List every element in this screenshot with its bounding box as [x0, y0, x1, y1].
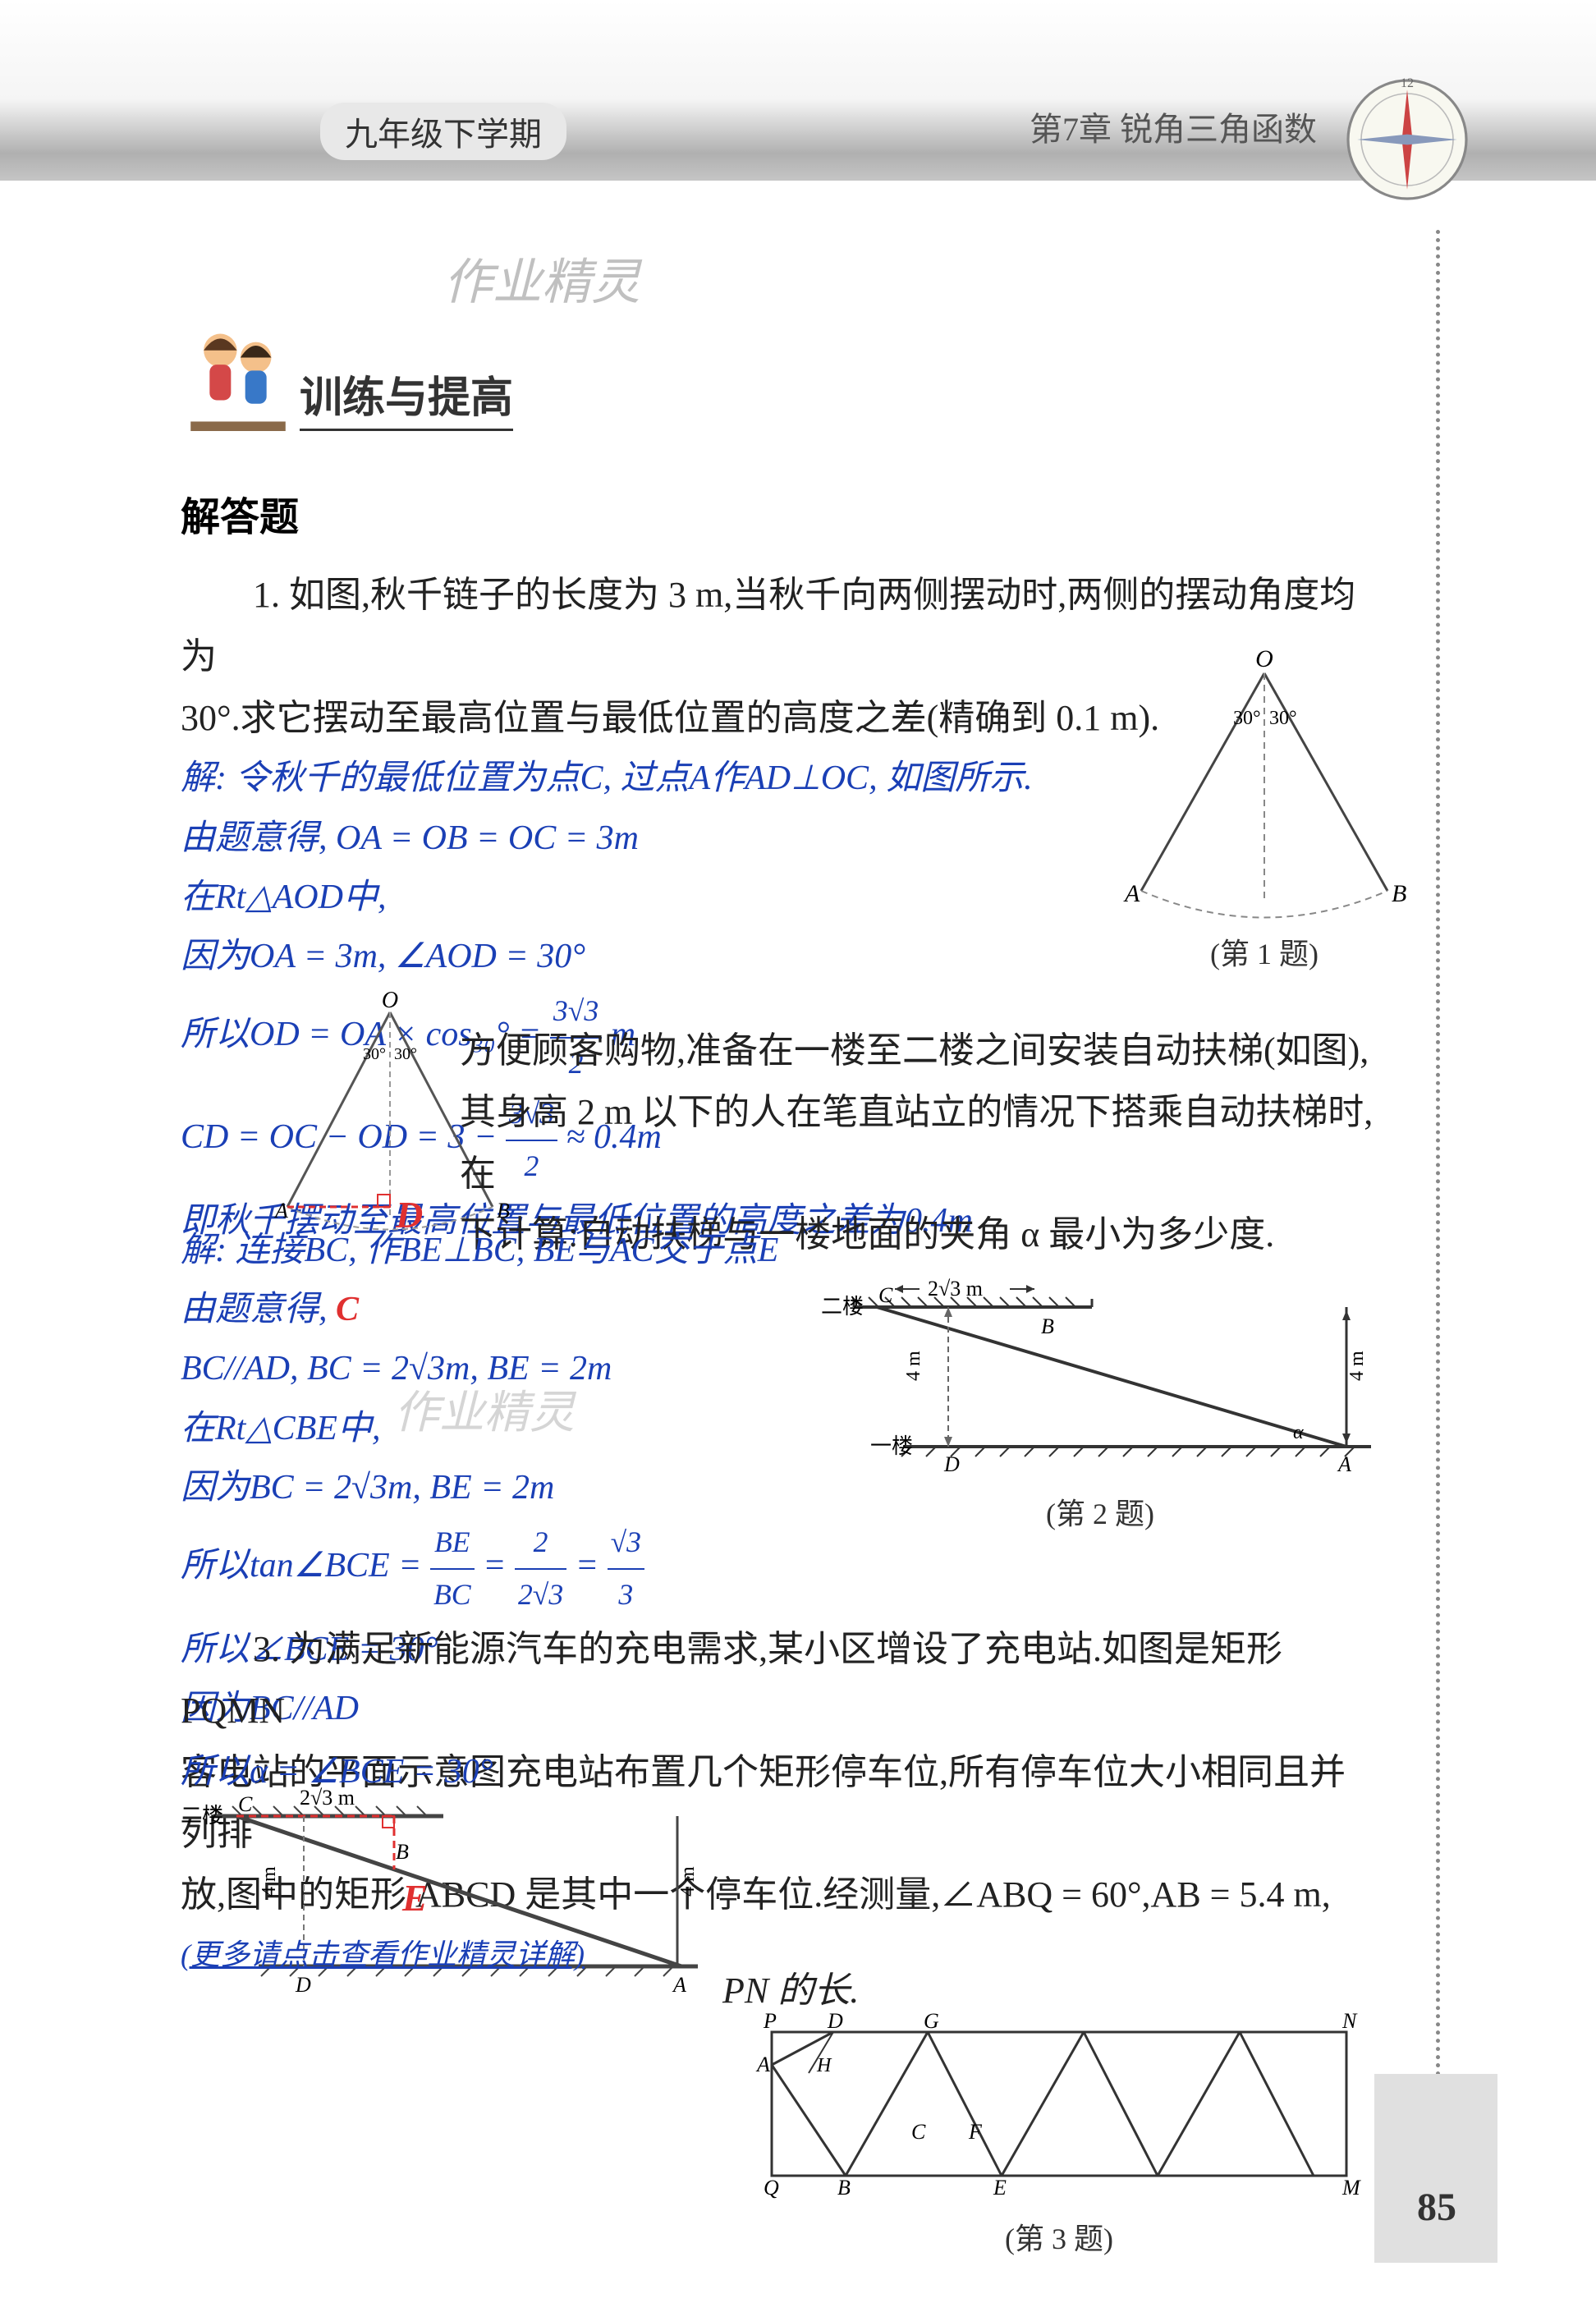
problem1-diagram: O 30° 30° A B (第 1 题) [1092, 649, 1437, 973]
dotted-divider [1436, 230, 1440, 2184]
more-link-text[interactable]: (更多请点击查看作业精灵详解) [181, 1938, 585, 1971]
svg-text:Q: Q [764, 2176, 779, 2200]
svg-text:二楼: 二楼 [181, 1804, 223, 1828]
page-number-bg [1374, 2074, 1497, 2263]
svg-text:P: P [763, 2009, 777, 2033]
fraction: BEBC [430, 1517, 475, 1620]
numerator: 2 [515, 1517, 566, 1569]
svg-text:α: α [1293, 1422, 1304, 1443]
equals: = [483, 1547, 515, 1585]
svg-text:D: D [943, 1452, 960, 1476]
svg-text:O: O [1255, 649, 1273, 672]
denominator: 2√3 [515, 1570, 566, 1620]
svg-text:2√3 m: 2√3 m [300, 1786, 355, 1810]
problem2-line1: 方便顾客购物,准备在一楼至二楼之间安装自动扶梯(如图), [460, 1021, 1379, 1082]
fraction: √33 [608, 1517, 644, 1620]
problem2-sol5: 因为BC = 2√3m, BE = 2m [181, 1458, 837, 1517]
problem2-sol2: 由题意得, C [181, 1280, 837, 1339]
problem2-line2: 其身高 2 m 以下的人在笔直站立的情况下搭乘自动扶梯时,在 [460, 1082, 1379, 1205]
svg-text:E: E [993, 2176, 1007, 2200]
problem2-caption: (第 2 题) [821, 1490, 1379, 1533]
section-header: 训练与提高 [189, 324, 513, 431]
svg-text:H: H [816, 2055, 832, 2076]
watermark-top: 作业精灵 [443, 242, 640, 314]
denominator: BC [430, 1570, 475, 1620]
svg-text:12: 12 [1401, 76, 1414, 90]
svg-text:A: A [273, 1199, 288, 1223]
svg-text:30°: 30° [363, 1045, 386, 1063]
chapter-label: 第7章 锐角三角函数 [1030, 103, 1317, 150]
problem1-caption: (第 1 题) [1092, 930, 1437, 973]
svg-text:C: C [238, 1792, 253, 1816]
svg-text:B: B [1041, 1314, 1054, 1338]
svg-text:4 m: 4 m [1346, 1351, 1368, 1381]
problem2-sol9-over-prob3: 3. 为满足新能源汽车的充电需求,某小区增设了充电站.如图是矩形 PQMN [181, 1619, 1371, 1742]
cartoon-children-icon [189, 324, 287, 431]
problem2-sol1: 解: 连接BC, 作BE⊥BC, BE与AC交于点E [181, 1221, 837, 1280]
denominator: 3 [608, 1570, 644, 1620]
svg-text:N: N [1341, 2009, 1358, 2033]
svg-text:A: A [672, 1973, 686, 1997]
svg-text:M: M [1341, 2176, 1361, 2200]
svg-text:D: D [295, 1973, 311, 1997]
svg-text:B: B [837, 2176, 851, 2200]
fraction: 22√3 [515, 1517, 566, 1620]
svg-text:G: G [924, 2009, 939, 2033]
svg-text:F: F [968, 2120, 983, 2144]
equals: = [576, 1547, 608, 1585]
problem3-pn: PN 的长. [722, 1961, 859, 2013]
watermark-mid: 作业精灵 [394, 1375, 575, 1441]
more-link[interactable]: (更多请点击查看作业精灵详解) [181, 1931, 585, 1974]
problem3-diagram: P N Q M D G A H C F B E (第 3 题) [739, 2007, 1379, 2258]
svg-text:B: B [396, 1840, 409, 1864]
problem2-diagram: 二楼 C 2√3 m B 一楼 D A α 4 m 4 m (第 2 题) [821, 1274, 1379, 1533]
svg-text:D: D [827, 2009, 843, 2033]
svg-text:A: A [1123, 880, 1140, 907]
svg-text:B: B [1392, 880, 1406, 907]
svg-text:O: O [382, 989, 398, 1013]
grade-label: 九年级下学期 [320, 103, 566, 160]
svg-text:二楼: 二楼 [821, 1295, 864, 1319]
svg-text:A: A [755, 2053, 770, 2076]
problem2-diagram-overlay: 二楼 C 2√3 m B D A 4 m 4 m E (更多请点击查看作业精灵详… [181, 1782, 706, 2007]
compass-icon: 12 [1341, 74, 1473, 205]
svg-text:2√3 m: 2√3 m [928, 1277, 983, 1300]
problem2-sol6: 所以tan∠BCE = BEBC = 22√3 = √33 [181, 1517, 837, 1620]
sol-text: 所以tan∠BCE = [181, 1547, 430, 1585]
svg-text:30°: 30° [1233, 708, 1261, 729]
page-number: 85 [1417, 2185, 1456, 2230]
svg-text:4 m: 4 m [259, 1866, 280, 1897]
section-title: 训练与提高 [300, 363, 513, 431]
overlay-E-label: E [402, 1876, 428, 1920]
svg-text:4 m: 4 m [677, 1866, 699, 1897]
svg-text:30°: 30° [394, 1045, 417, 1063]
numerator: √3 [608, 1517, 644, 1569]
svg-text:C: C [911, 2120, 926, 2144]
svg-text:一楼: 一楼 [870, 1434, 913, 1458]
svg-text:4 m: 4 m [903, 1351, 924, 1381]
svg-text:A: A [1337, 1452, 1351, 1476]
svg-text:C: C [878, 1283, 893, 1307]
svg-text:30°: 30° [1269, 708, 1297, 729]
red-C: C [336, 1291, 359, 1328]
problem3-line1: 3. 为满足新能源汽车的充电需求,某小区增设了充电站.如图是矩形 PQMN [181, 1619, 1371, 1742]
numerator: BE [430, 1517, 475, 1569]
sol-text: 由题意得, [181, 1291, 336, 1328]
problem3-caption: (第 3 题) [739, 2215, 1379, 2258]
problems-heading: 解答题 [181, 484, 1371, 542]
